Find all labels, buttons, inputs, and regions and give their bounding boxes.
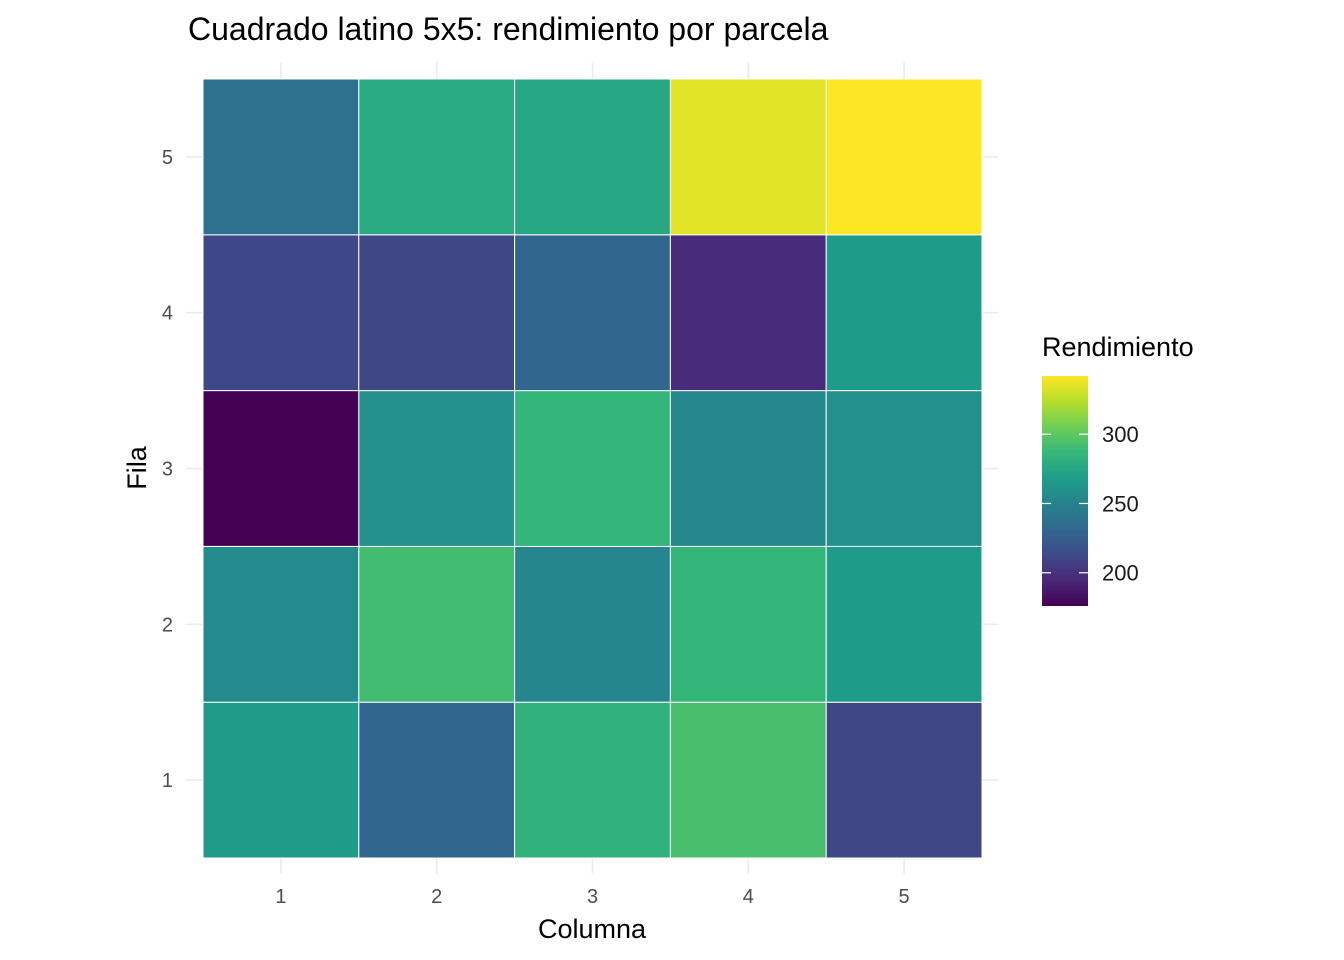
y-tick-label: 3 bbox=[162, 459, 173, 481]
heatmap-cell bbox=[202, 701, 360, 859]
legend: Rendimiento 200 250 300 bbox=[1042, 332, 1194, 606]
y-tick-label: 4 bbox=[162, 303, 173, 325]
heatmap-cell bbox=[669, 545, 827, 703]
heatmap-cell bbox=[669, 78, 827, 236]
y-tick-label: 2 bbox=[162, 614, 173, 636]
heatmap-cell bbox=[358, 701, 516, 859]
heatmap-cell bbox=[825, 390, 983, 547]
legend-colorbar bbox=[1042, 376, 1088, 606]
heatmap-cell bbox=[358, 390, 516, 547]
heatmap-tiles bbox=[202, 78, 983, 859]
x-axis-ticks: 1 2 3 4 5 bbox=[275, 886, 909, 908]
y-axis-ticks: 1 2 3 4 5 bbox=[162, 147, 173, 792]
heatmap-cell bbox=[202, 545, 360, 703]
x-axis-title: Columna bbox=[538, 914, 647, 944]
heatmap-cell bbox=[514, 545, 671, 703]
heatmap-cell bbox=[514, 234, 671, 392]
chart-title: Cuadrado latino 5x5: rendimiento por par… bbox=[188, 11, 829, 47]
heatmap-cell bbox=[202, 234, 360, 392]
x-tick-label: 5 bbox=[899, 886, 910, 908]
heatmap-cell bbox=[358, 234, 516, 392]
y-tick-label: 1 bbox=[162, 770, 173, 792]
legend-title: Rendimiento bbox=[1042, 332, 1194, 362]
legend-tick-label: 200 bbox=[1102, 561, 1139, 586]
x-tick-label: 1 bbox=[275, 886, 286, 908]
heatmap-cell bbox=[825, 545, 983, 703]
heatmap-cell bbox=[358, 78, 516, 236]
y-tick-label: 5 bbox=[162, 147, 173, 169]
x-tick-label: 2 bbox=[431, 886, 442, 908]
heatmap-cell bbox=[202, 390, 360, 547]
heatmap-cell bbox=[514, 701, 671, 859]
x-tick-label: 4 bbox=[743, 886, 754, 908]
heatmap-cell bbox=[514, 78, 671, 236]
x-tick-label: 3 bbox=[587, 886, 598, 908]
legend-tick-label: 250 bbox=[1102, 491, 1139, 516]
heatmap-cell bbox=[669, 390, 827, 547]
heatmap-cell bbox=[514, 390, 671, 547]
heatmap-cell bbox=[202, 78, 360, 236]
heatmap-cell bbox=[825, 78, 983, 236]
legend-tick-label: 300 bbox=[1102, 422, 1139, 447]
heatmap-cell bbox=[358, 545, 516, 703]
heatmap-cell bbox=[825, 701, 983, 859]
heatmap-cell bbox=[669, 701, 827, 859]
legend-ticks: 200 250 300 bbox=[1042, 422, 1139, 586]
heatmap-cell bbox=[825, 234, 983, 392]
y-axis-title: Fila bbox=[122, 445, 152, 489]
heatmap-cell bbox=[669, 234, 827, 392]
